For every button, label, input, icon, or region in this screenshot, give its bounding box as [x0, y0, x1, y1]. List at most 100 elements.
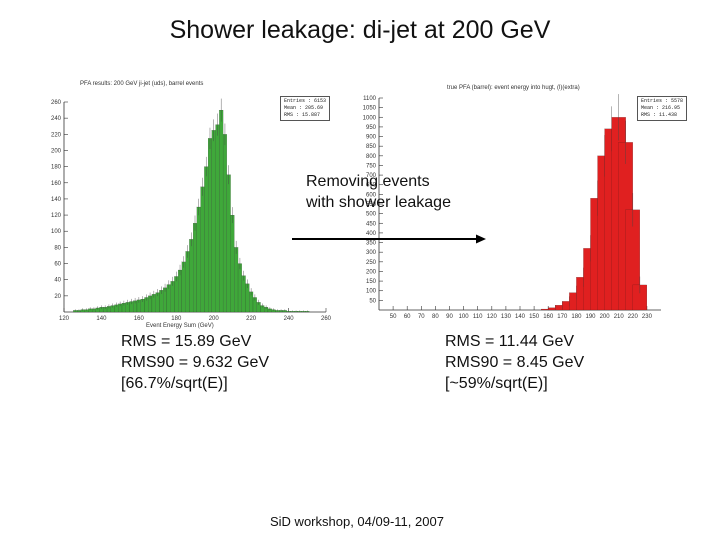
left-bar [189, 239, 194, 313]
left-bar [204, 166, 209, 313]
right-x-tick-label: 190 [585, 314, 596, 320]
left-x-tick-label: 220 [246, 316, 257, 322]
annotation-arrow [292, 234, 486, 244]
left-y-tick-label: 220 [51, 132, 62, 138]
left-y-tick-label: 240 [51, 116, 62, 122]
right-x-tick-label: 60 [404, 314, 411, 320]
right-x-tick-label: 170 [557, 314, 568, 320]
left-bar [219, 110, 224, 313]
left-bar [234, 247, 239, 313]
right-histogram-chart: 50 100 150 200 250 300 350 400 450 500 550 600 650 70… [363, 94, 661, 320]
annotation-line2: with shower leakage [306, 194, 451, 211]
left-y-tick-label: 160 [51, 181, 62, 187]
left-bar [185, 251, 190, 313]
right-histogram-title: true PFA (barrel): event energy into hug… [447, 85, 580, 91]
right-y-tick-label: 450 [366, 221, 377, 227]
left-bar [196, 206, 201, 313]
left-x-tick-label: 260 [321, 316, 332, 322]
slide-footer: SiD workshop, 04/09-11, 2007 [270, 514, 444, 529]
right-stats-mean: Mean : 216.95 [641, 105, 681, 111]
left-bar [208, 138, 212, 313]
right-y-tick-label: 150 [366, 279, 377, 285]
right-y-tick-label: 200 [366, 269, 377, 275]
right-y-tick-label: 1100 [363, 96, 377, 102]
right-x-tick-label: 110 [473, 314, 483, 320]
right-y-tick-label: 300 [366, 250, 377, 256]
right-stats-entries: Entries : 5578 [641, 98, 684, 104]
right-x-tick-label: 90 [446, 314, 453, 320]
right-y-tick-label: 750 [366, 163, 377, 169]
left-rms90: RMS90 = 9.632 GeV [121, 354, 270, 371]
left-bar [193, 223, 197, 313]
right-y-tick-label: 50 [369, 298, 376, 304]
right-resolution: [~59%/sqrt(E)] [445, 375, 548, 392]
right-y-tick-label: 950 [366, 125, 377, 131]
right-x-tick-label: 130 [501, 314, 512, 320]
left-bar [226, 174, 231, 313]
right-y-tick-label: 400 [366, 231, 377, 237]
right-rms: RMS = 11.44 GeV [445, 333, 575, 350]
right-y-tick-label: 600 [366, 192, 377, 198]
right-stats-rms: RMS : 11.438 [641, 112, 678, 118]
right-x-tick-label: 100 [459, 314, 470, 320]
right-y-tick-label: 700 [366, 173, 377, 179]
right-x-tick-label: 140 [515, 314, 526, 320]
left-y-tick-label: 140 [51, 197, 62, 203]
left-x-tick-label: 160 [134, 316, 145, 322]
left-y-tick-label: 40 [54, 278, 61, 284]
left-histogram-title: PFA results: 200 GeV ji-jet (uds), barre… [80, 81, 204, 87]
left-x-tick-label: 200 [209, 316, 220, 322]
right-y-tick-label: 550 [366, 202, 377, 208]
left-resolution: [66.7%/sqrt(E)] [121, 375, 228, 392]
right-y-tick-label: 250 [366, 260, 377, 266]
right-rms90: RMS90 = 8.45 GeV [445, 354, 585, 371]
right-y-tick-label: 800 [366, 154, 377, 160]
right-x-tick-label: 200 [600, 314, 611, 320]
annotation-line1: Removing events [306, 173, 430, 190]
left-y-tick-label: 60 [54, 262, 61, 268]
left-y-tick-label: 120 [51, 213, 62, 219]
left-x-tick-label: 140 [96, 316, 107, 322]
left-y-tick-label: 100 [51, 229, 62, 235]
left-y-tick-label: 200 [51, 148, 62, 154]
slide-title: Shower leakage: di-jet at 200 GeV [169, 16, 551, 44]
left-y-tick-label: 20 [54, 294, 61, 300]
left-bar [222, 134, 227, 313]
left-y-tick-label: 180 [51, 165, 62, 171]
left-bar [211, 130, 216, 313]
right-x-tick-label: 70 [418, 314, 425, 320]
left-bar [178, 269, 182, 313]
left-bar [230, 215, 235, 313]
left-histogram-panel: PFA results: 200 GeV ji-jet (uds), barre… [36, 78, 338, 332]
right-x-tick-label: 220 [628, 314, 639, 320]
right-y-tick-label: 100 [366, 289, 377, 295]
right-x-tick-label: 50 [390, 314, 397, 320]
left-histogram-xlabel: Event Energy Sum (GeV) [146, 323, 214, 329]
left-bar [170, 281, 175, 313]
left-results: RMS = 15.89 GeV RMS90 = 9.632 GeV [66.7%… [121, 331, 269, 394]
left-stats-box: Entries : 6153 Mean : 205.69 RMS : 15.88… [280, 96, 331, 121]
left-x-tick-label: 240 [284, 316, 295, 322]
right-y-tick-label: 900 [366, 135, 377, 141]
right-y-tick-label: 1050 [363, 106, 377, 112]
right-y-tick-label: 850 [366, 144, 377, 150]
left-bar [200, 186, 205, 313]
right-x-tick-label: 150 [529, 314, 540, 320]
left-stats-mean: Mean : 205.69 [284, 105, 324, 111]
right-x-tick-label: 210 [614, 314, 625, 320]
right-stats-box: Entries : 5578 Mean : 216.95 RMS : 11.43… [637, 96, 688, 121]
left-bar [181, 261, 186, 313]
left-histogram-chart: 20 40 60 80 100 120 140 160 180 200 220 240 260 120 14… [51, 98, 332, 322]
annotation-text: Removing events with shower leakage [306, 171, 451, 213]
right-x-tick-label: 180 [571, 314, 582, 320]
right-x-tick-label: 230 [642, 314, 653, 320]
left-x-tick-label: 180 [171, 316, 182, 322]
right-y-tick-label: 350 [366, 241, 377, 247]
left-stats-entries: Entries : 6153 [284, 98, 327, 104]
right-y-tick-label: 500 [366, 212, 377, 218]
left-bar [174, 276, 179, 313]
right-x-tick-label: 160 [543, 314, 554, 320]
left-bar [241, 275, 246, 313]
left-x-tick-label: 120 [59, 316, 70, 322]
right-y-tick-label: 650 [366, 183, 377, 189]
